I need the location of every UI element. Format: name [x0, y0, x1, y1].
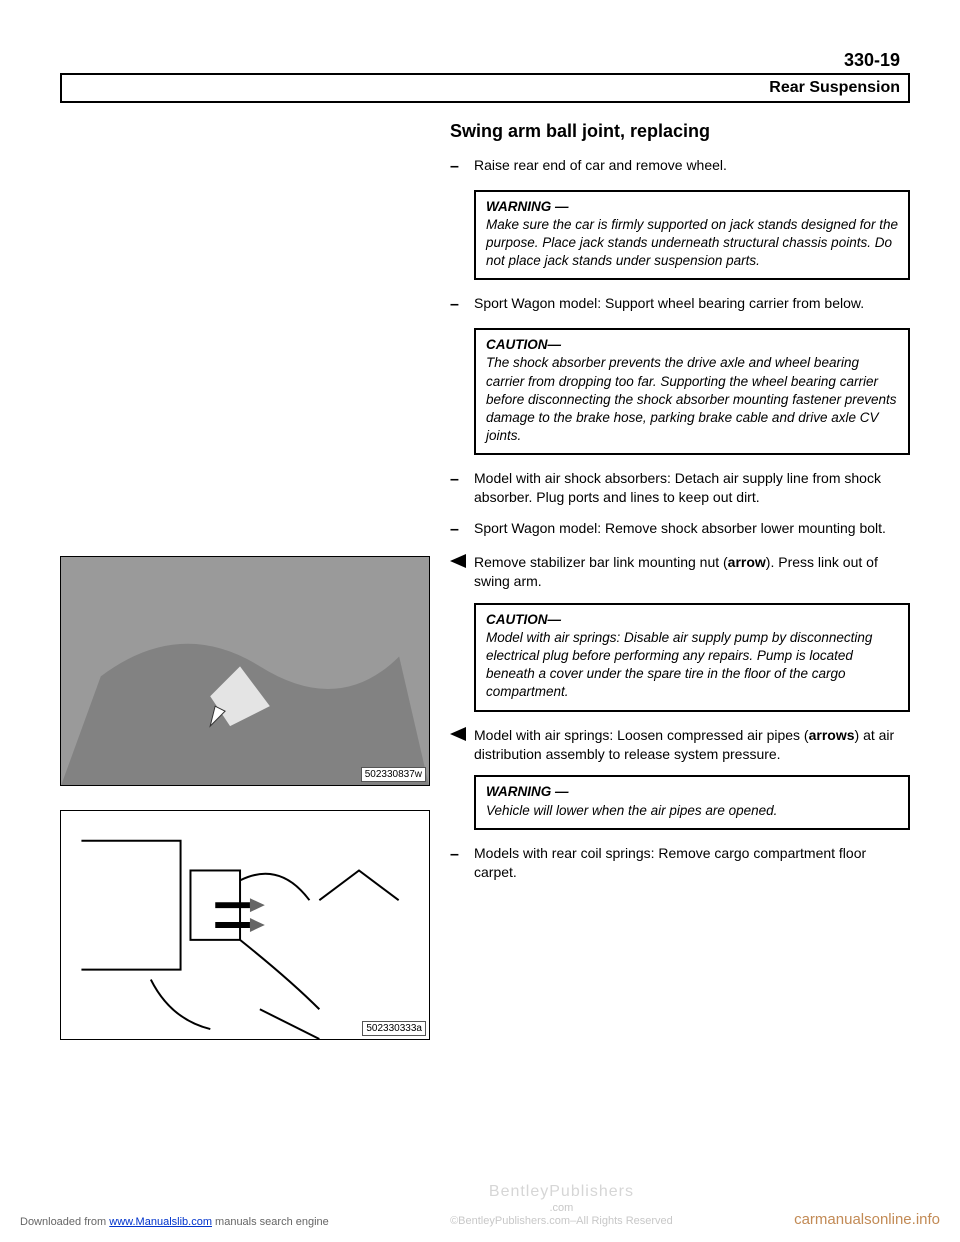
manual-page: 330-19 Rear Suspension 502330837w — [0, 0, 960, 1242]
page-number: 330-19 — [60, 50, 910, 71]
callout-label: CAUTION— — [486, 612, 561, 627]
step-text: Sport Wagon model: Support wheel bearing… — [474, 294, 910, 316]
dash-bullet-icon: – — [450, 844, 474, 882]
lineart-placeholder-icon — [61, 811, 429, 1039]
step-item: – Model with air shock absorbers: Detach… — [450, 469, 910, 507]
step-text-bold: arrow — [728, 554, 766, 570]
step-item: Remove stabilizer bar link mounting nut … — [450, 553, 910, 591]
step-text: Sport Wagon model: Remove shock absorber… — [474, 519, 910, 541]
footer-brand: BentleyPublishers — [450, 1182, 673, 1201]
warning-callout: WARNING — Vehicle will lower when the ai… — [474, 775, 910, 829]
callout-body: Model with air springs: Disable air supp… — [486, 630, 872, 700]
callout-label: WARNING — — [486, 784, 569, 799]
footer-left-post: manuals search engine — [212, 1216, 329, 1228]
step-text: Remove stabilizer bar link mounting nut … — [474, 553, 910, 591]
page-footer: Downloaded from www.Manualslib.com manua… — [0, 1182, 960, 1228]
footer-left: Downloaded from www.Manualslib.com manua… — [20, 1216, 329, 1228]
footer-right-watermark: carmanualsonline.info — [794, 1211, 940, 1228]
header-bar: Rear Suspension — [60, 73, 910, 103]
step-item: Model with air springs: Loosen compresse… — [450, 726, 910, 764]
figure-photo: 502330837w — [60, 556, 430, 786]
photo-placeholder-icon — [61, 557, 429, 786]
callout-body: Make sure the car is firmly supported on… — [486, 217, 898, 268]
step-item: – Sport Wagon model: Remove shock absorb… — [450, 519, 910, 541]
left-column: 502330837w — [60, 121, 430, 1064]
warning-callout: WARNING — Make sure the car is firmly su… — [474, 190, 910, 281]
step-text: Model with air springs: Loosen compresse… — [474, 726, 910, 764]
caution-callout: CAUTION— Model with air springs: Disable… — [474, 603, 910, 712]
step-item: – Models with rear coil springs: Remove … — [450, 844, 910, 882]
callout-label: WARNING — — [486, 199, 569, 214]
dash-bullet-icon: – — [450, 156, 474, 178]
callout-body: Vehicle will lower when the air pipes ar… — [486, 803, 777, 818]
step-text-pre: Model with air springs: Loosen compresse… — [474, 727, 809, 743]
step-text-bold: arrows — [809, 727, 855, 743]
figure-ref: 502330837w — [361, 767, 426, 782]
step-text: Raise rear end of car and remove wheel. — [474, 156, 910, 178]
dash-bullet-icon: – — [450, 519, 474, 541]
callout-body: The shock absorber prevents the drive ax… — [486, 355, 897, 443]
triangle-bullet-icon — [450, 726, 474, 764]
dash-bullet-icon: – — [450, 294, 474, 316]
content-columns: 502330837w — [60, 121, 910, 1064]
header-title: Rear Suspension — [769, 79, 900, 96]
triangle-bullet-icon — [450, 553, 474, 591]
figure-lineart: 502330333a — [60, 810, 430, 1040]
step-text: Models with rear coil springs: Remove ca… — [474, 844, 910, 882]
footer-left-pre: Downloaded from — [20, 1216, 109, 1228]
footer-manualslib-link[interactable]: www.Manualslib.com — [109, 1216, 212, 1228]
right-column: Swing arm ball joint, replacing – Raise … — [450, 121, 910, 1064]
figure-ref: 502330333a — [362, 1021, 426, 1036]
section-heading: Swing arm ball joint, replacing — [450, 121, 910, 142]
step-text: Model with air shock absorbers: Detach a… — [474, 469, 910, 507]
footer-center: BentleyPublishers .com ©BentleyPublisher… — [450, 1182, 673, 1228]
step-item: – Raise rear end of car and remove wheel… — [450, 156, 910, 178]
footer-copyright: ©BentleyPublishers.com–All Rights Reserv… — [450, 1215, 673, 1228]
step-text-pre: Remove stabilizer bar link mounting nut … — [474, 554, 728, 570]
callout-label: CAUTION— — [486, 337, 561, 352]
dash-bullet-icon: – — [450, 469, 474, 507]
caution-callout: CAUTION— The shock absorber prevents the… — [474, 328, 910, 455]
step-item: – Sport Wagon model: Support wheel beari… — [450, 294, 910, 316]
footer-brand-sub: .com — [450, 1202, 673, 1215]
